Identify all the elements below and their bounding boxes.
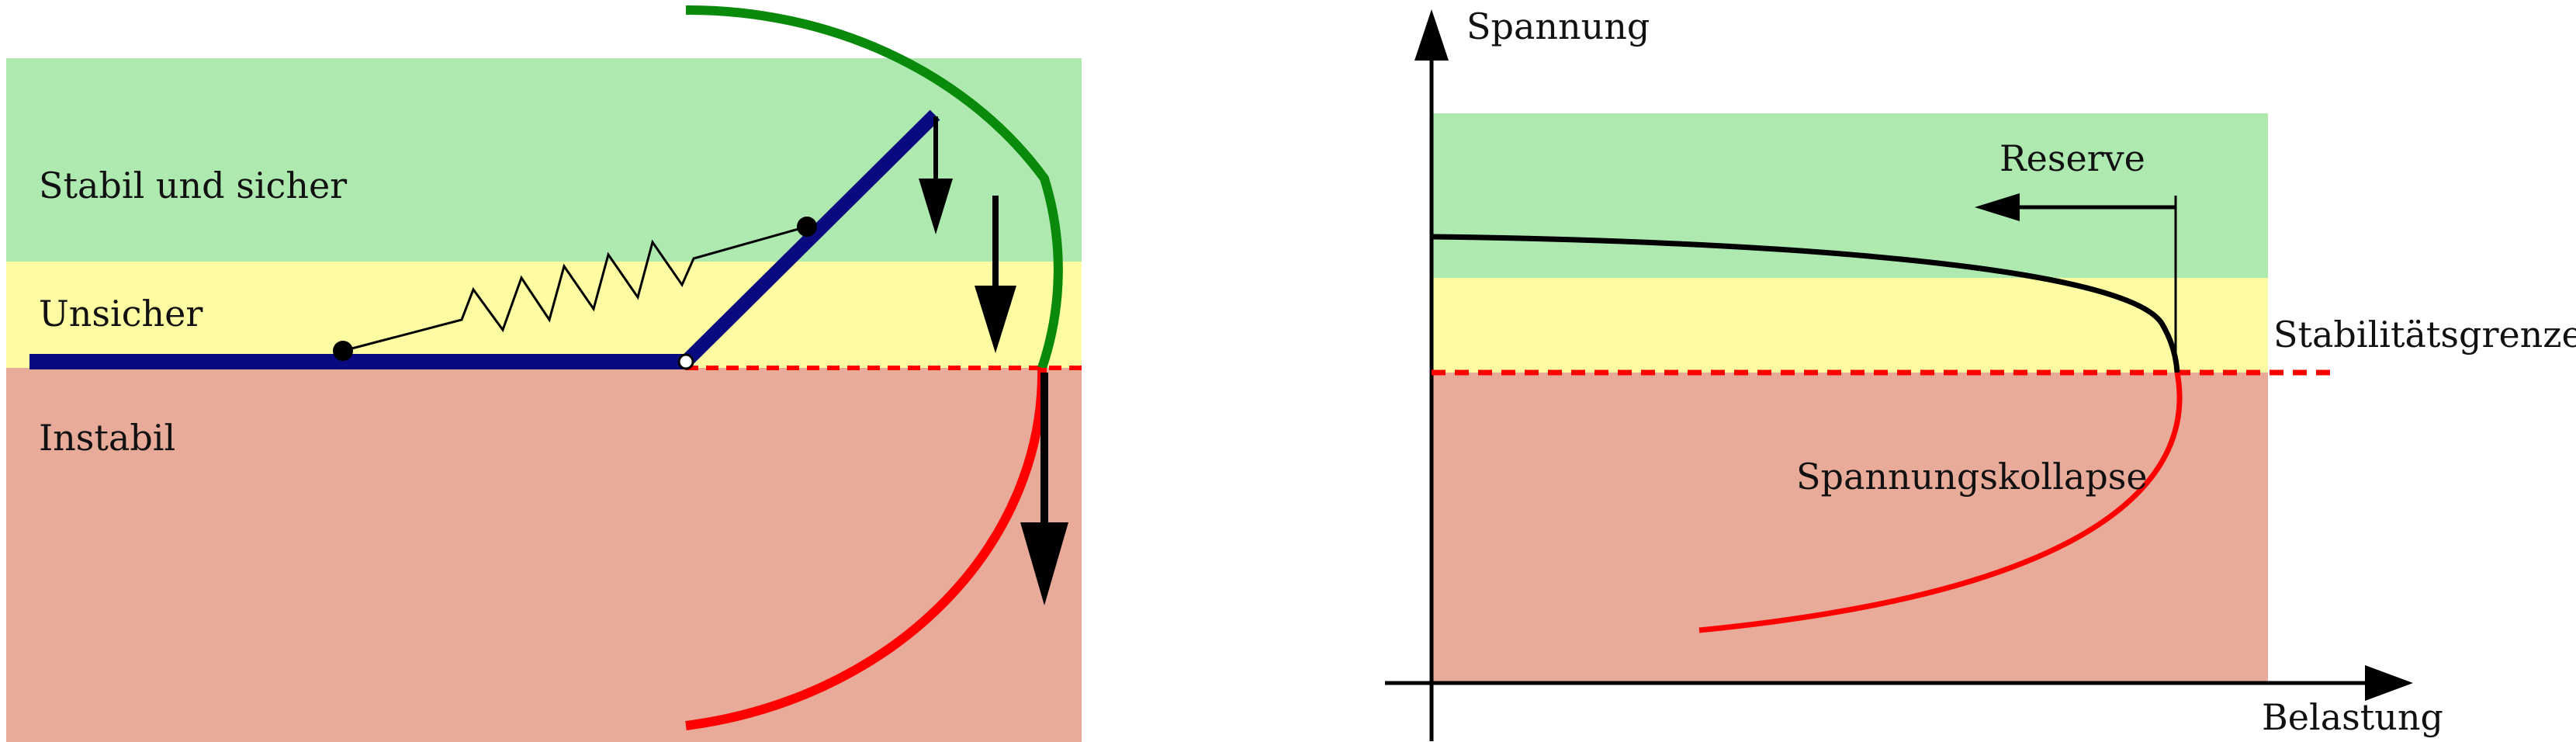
spring-anchor-left [333,341,353,361]
stability-limit-label: Stabilitätsgrenze [2273,314,2576,355]
unstable-arc [685,367,1047,730]
load-arrow-large [1020,373,1068,605]
stable-region [1432,113,2268,278]
unsafe-zone-label: Unsicher [39,293,203,335]
spring-anchor-right [797,217,817,237]
unsafe-region [1432,278,2268,373]
load-arrow-small [919,116,953,234]
collapse-label: Spannungskollapse [1796,456,2148,498]
y-axis-label: Spannung [1466,5,1650,47]
left-panel: Stabil und sicher Unsicher Instabil [6,5,1082,742]
inclined-beam [680,109,940,367]
spring [342,225,808,352]
unstable-region [1432,373,2268,685]
load-arrow-medium [975,196,1016,353]
right-panel: Spannung Belastung Stabilitätsgrenze Res… [1385,5,2576,741]
stable-arc [685,5,1063,369]
reserve-arrow [1975,193,2176,221]
reserve-label: Reserve [2000,137,2145,179]
unsafe-zone [6,262,1082,368]
pv-curve-lower [1698,372,2183,633]
stable-zone [6,58,1082,262]
stable-zone-label: Stabil und sicher [39,165,347,206]
x-axis-label: Belastung [2262,696,2443,738]
pv-curve-upper [1431,234,2180,373]
x-axis [1385,665,2413,701]
unstable-zone-label: Instabil [39,417,175,459]
hinge-joint [677,353,694,370]
unstable-zone [6,368,1082,742]
y-axis [1414,9,1449,741]
